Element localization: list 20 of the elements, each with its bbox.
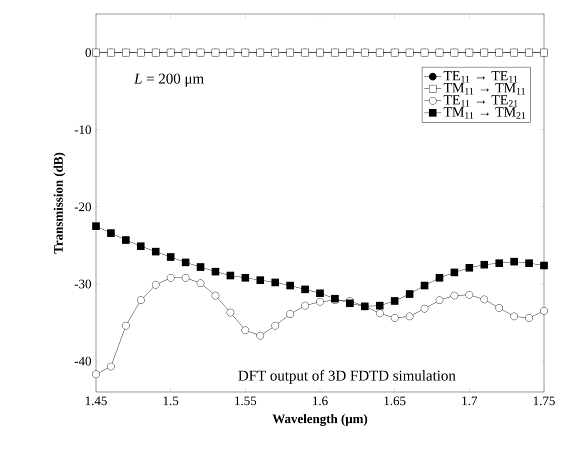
legend-label: TE$_{11}$ → TE$_{11}$ (444, 71, 518, 82)
annotation: L = 200 μm (134, 74, 204, 87)
legend-label: TM$_{11}$ → TM$_{11}$ (444, 83, 525, 94)
x-tick-label: 1.45 (86, 396, 107, 406)
x-tick-label: 1.7 (462, 396, 478, 406)
x-axis-title: Wavelength (μm) (272, 414, 368, 426)
x-tick-label: 1.75 (534, 396, 555, 406)
annotation: DFT output of 3D FDTD simulation (238, 370, 456, 384)
y-tick-label: -10 (74, 125, 91, 134)
legend-label: TE$_{11}$ → TE$_{21}$ (444, 95, 518, 107)
y-tick-label: -40 (74, 356, 91, 366)
y-axis-title: Transmission (dB) (54, 152, 66, 254)
x-tick-label: 1.55 (235, 396, 256, 406)
legend-label: TM$_{11}$ → TM$_{21}$ (444, 107, 526, 119)
x-tick-label: 1.6 (313, 396, 328, 406)
y-tick-label: 0 (86, 48, 91, 57)
y-tick-label: -30 (74, 280, 91, 288)
y-tick-label: -20 (74, 202, 91, 212)
x-tick-label: 1.65 (384, 396, 406, 406)
x-tick-label: 1.5 (164, 396, 178, 406)
